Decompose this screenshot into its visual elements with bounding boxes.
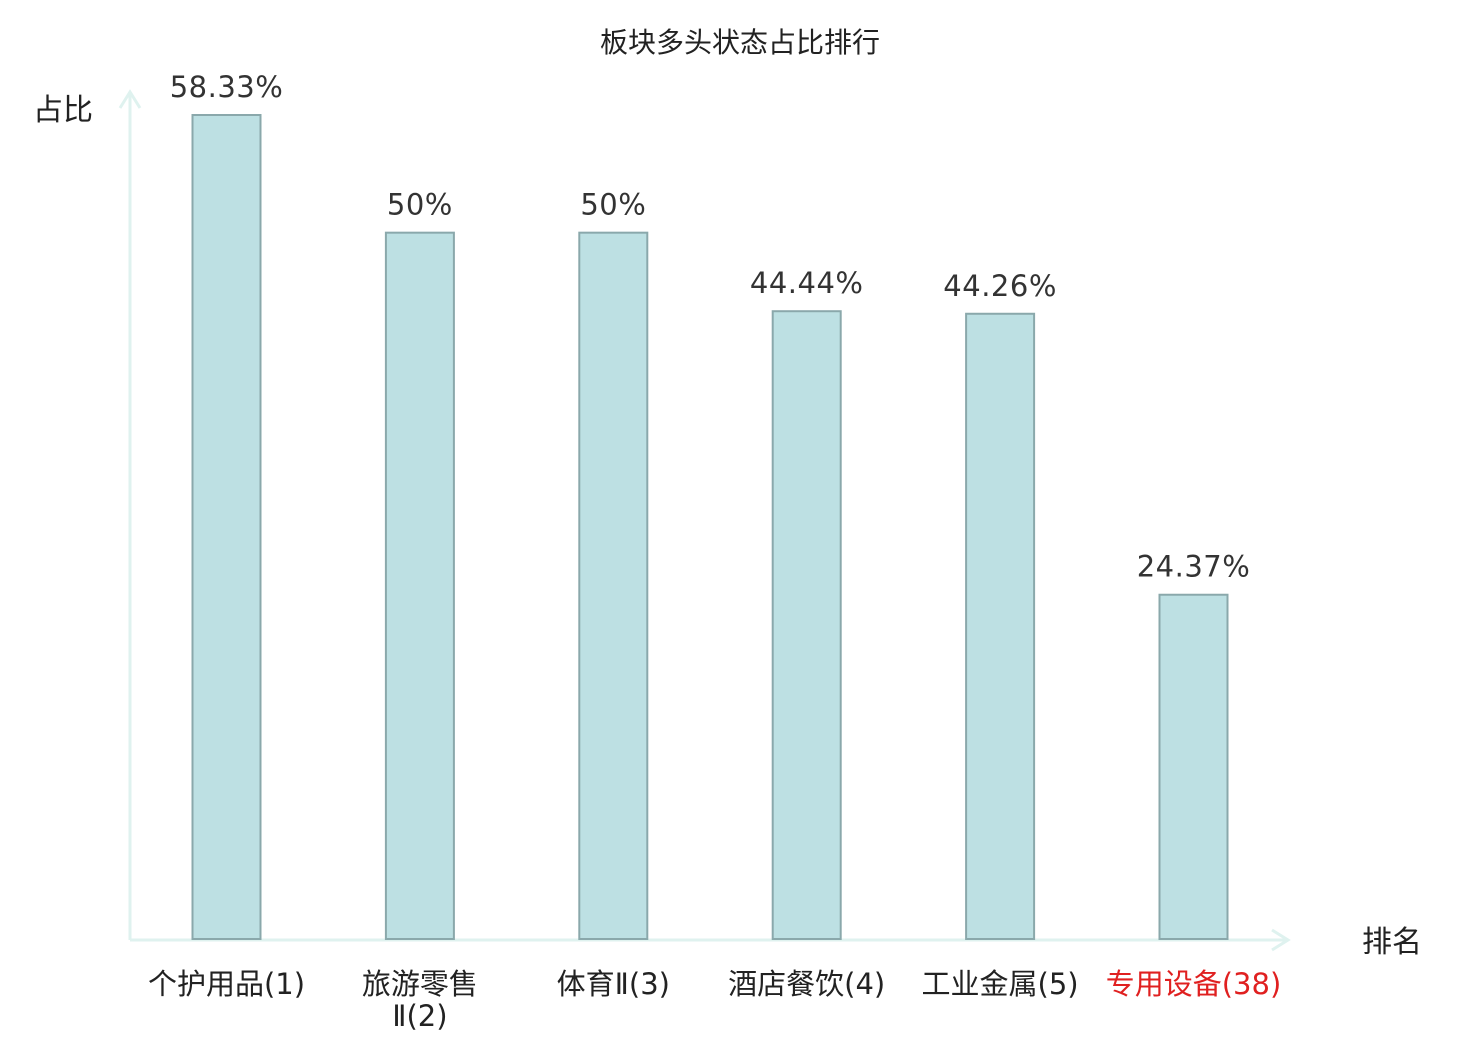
value-label-group: 58.33% 50% 50% 44.44% 44.26% 24.37% [170,70,1251,584]
bar-5 [965,312,1036,941]
y-axis-label: 占比 [33,93,93,128]
bar-3 [578,231,649,940]
category-label-1: 个护用品(1) [148,967,305,1001]
category-label-2: 旅游零售 [362,967,478,1001]
x-axis-arrow [1271,928,1291,952]
category-label-4: 酒店餐饮(4) [728,967,885,1001]
y-axis-arrow [118,89,142,109]
value-label-1: 58.33% [170,70,284,104]
category-label-5: 工业金属(5) [922,967,1079,1001]
category-label-6: 专用设备(38) [1106,967,1282,1001]
value-label-5: 44.26% [943,269,1057,303]
bar-4 [771,310,842,940]
x-axis-label: 排名 [1362,925,1422,960]
chart-title: 板块多头状态占比排行 [600,26,880,59]
value-label-4: 44.44% [750,266,864,300]
value-label-3: 50% [580,188,646,222]
bar-6 [1158,593,1229,941]
bar-1 [191,114,262,940]
category-label-3: 体育Ⅱ(3) [557,967,670,1001]
category-label-2-line2: Ⅱ(2) [392,999,447,1033]
bar-group [191,114,1229,941]
value-label-2: 50% [387,188,453,222]
bar-2 [384,231,455,940]
value-label-6: 24.37% [1137,550,1251,584]
